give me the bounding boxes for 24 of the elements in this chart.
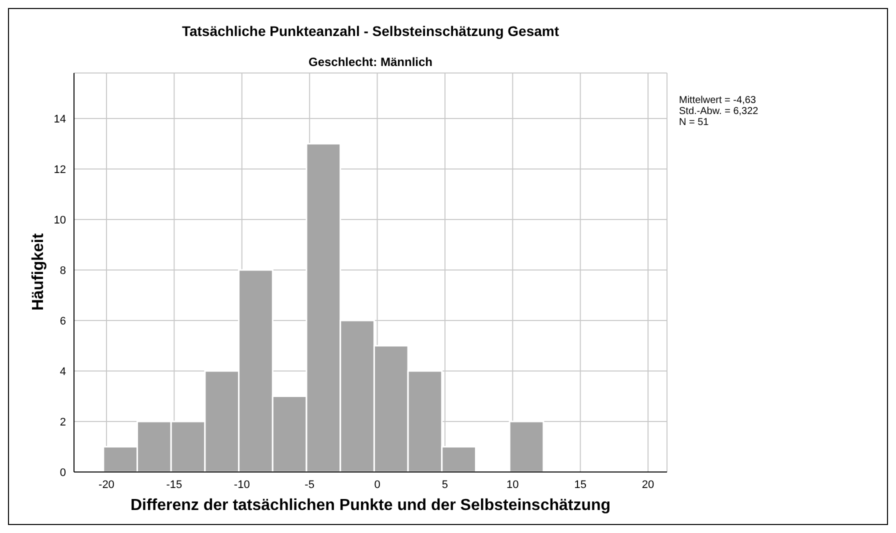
text: Mittelwert = -4,63 — [679, 95, 757, 106]
x-tick-label: -15 — [166, 478, 182, 491]
text: N = 51 — [679, 117, 710, 128]
x-axis-title: Differenz der tatsächlichen Punkte und der Selbsteinschätzung — [129, 497, 612, 515]
y-tick-label: 6 — [60, 315, 66, 328]
x-tick-label: 10 — [506, 478, 519, 491]
y-tick-label: 8 — [60, 264, 66, 277]
x-tick-label: 15 — [574, 478, 586, 491]
y-tick-label: 10 — [54, 214, 66, 226]
y-tick-label: 0 — [60, 466, 66, 479]
chart-title: Tatsächliche Punkteanzahl - Selbsteinschätzung Gesamt — [180, 23, 560, 39]
text: Std.-Abw. = 6,322 — [679, 106, 758, 117]
x-tick-label: 20 — [642, 478, 654, 491]
x-tick-label: -20 — [98, 478, 114, 491]
x-tick-label: -10 — [234, 478, 250, 491]
y-tick-label: 2 — [60, 416, 66, 428]
y-tick-label: 14 — [54, 113, 66, 126]
x-tick-label: 5 — [442, 478, 448, 491]
y-tick-label: 4 — [60, 366, 66, 378]
y-axis-title: Häufigkeit — [30, 232, 48, 310]
y-tick-label: 12 — [54, 164, 66, 176]
x-tick-label: -5 — [304, 478, 314, 491]
x-tick-label: 0 — [374, 478, 380, 491]
chart-subtitle: Geschlecht: Männlich — [307, 55, 434, 69]
